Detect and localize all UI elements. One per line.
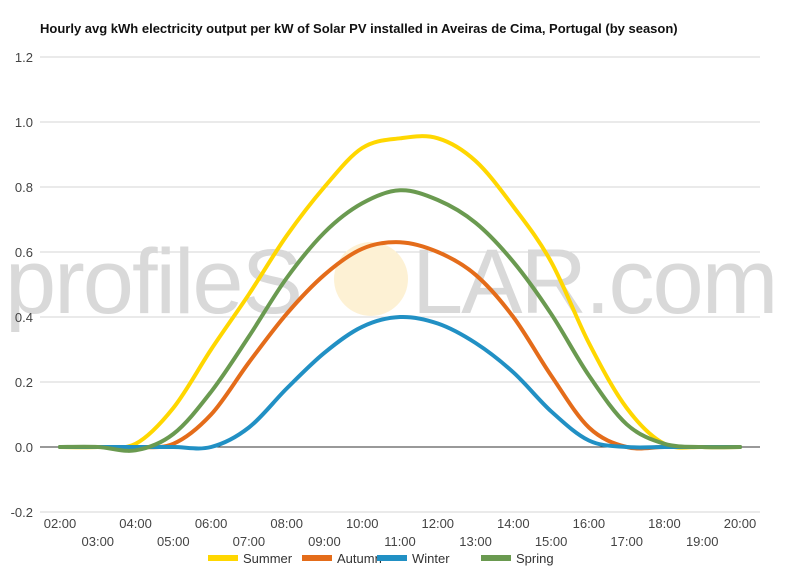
- y-tick-label: 1.2: [15, 50, 33, 65]
- legend-swatch-winter: [377, 555, 407, 561]
- legend-label-autumn: Autumn: [337, 551, 382, 566]
- legend: Summer Autumn Winter Spring: [208, 551, 554, 566]
- series-line-summer: [58, 134, 742, 450]
- x-tick-label: 11:00: [384, 534, 416, 549]
- chart-title: Hourly avg kWh electricity output per kW…: [40, 21, 678, 36]
- watermark: profileS LAR.com: [5, 231, 778, 333]
- x-tick-label: 20:00: [724, 516, 757, 531]
- x-tick-label: 08:00: [270, 516, 303, 531]
- x-tick-label: 07:00: [233, 534, 266, 549]
- x-tick-label: 12:00: [422, 516, 455, 531]
- x-tick-label: 10:00: [346, 516, 379, 531]
- legend-swatch-autumn: [302, 555, 332, 561]
- x-tick-label: 17:00: [610, 534, 643, 549]
- watermark-sun-icon: [334, 242, 408, 316]
- y-tick-label: 0.2: [15, 375, 33, 390]
- x-tick-label: 09:00: [308, 534, 341, 549]
- y-tick-label: 0.6: [15, 245, 33, 260]
- x-tick-label: 14:00: [497, 516, 530, 531]
- x-tick-label: 04:00: [119, 516, 152, 531]
- series-line-winter: [58, 314, 742, 451]
- y-tick-label: -0.2: [11, 505, 33, 520]
- x-tick-label: 18:00: [648, 516, 681, 531]
- watermark-prefix: profileS: [5, 231, 301, 333]
- legend-label-spring: Spring: [516, 551, 554, 566]
- x-tick-label: 16:00: [573, 516, 606, 531]
- x-tick-label: 02:00: [44, 516, 77, 531]
- series-lines: [58, 134, 742, 453]
- watermark-suffix: LAR.com: [412, 231, 776, 333]
- x-tick-label: 15:00: [535, 534, 568, 549]
- y-tick-label: 1.0: [15, 115, 33, 130]
- legend-label-summer: Summer: [243, 551, 293, 566]
- y-tick-label: 0.0: [15, 440, 33, 455]
- x-tick-label: 13:00: [459, 534, 492, 549]
- y-tick-label: 0.8: [15, 180, 33, 195]
- x-tick-label: 06:00: [195, 516, 228, 531]
- x-axis: 02:00 03:00 04:00 05:00 06:00 07:00 08:00 09:00…: [44, 516, 757, 549]
- x-tick-label: 05:00: [157, 534, 190, 549]
- legend-swatch-summer: [208, 555, 238, 561]
- y-axis: -0.2 0.0 0.2 0.4 0.6 0.8 1.0 1.2: [11, 50, 33, 520]
- legend-label-winter: Winter: [412, 551, 450, 566]
- legend-swatch-spring: [481, 555, 511, 561]
- x-tick-label: 19:00: [686, 534, 719, 549]
- x-tick-label: 03:00: [82, 534, 115, 549]
- y-tick-label: 0.4: [15, 310, 33, 325]
- series-line-spring: [58, 188, 742, 453]
